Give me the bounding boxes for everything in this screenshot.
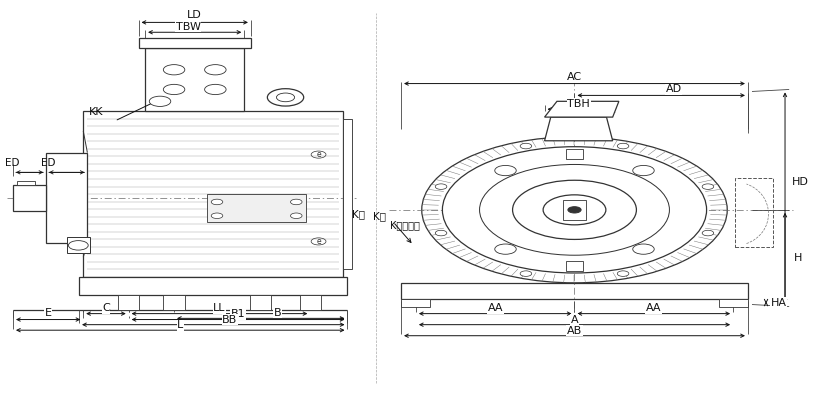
Bar bbox=[401, 299, 430, 307]
Bar bbox=[250, 295, 271, 310]
Bar bbox=[719, 299, 748, 307]
Text: K螺: K螺 bbox=[373, 211, 386, 221]
Circle shape bbox=[568, 207, 581, 213]
Text: K螺: K螺 bbox=[351, 209, 365, 219]
Circle shape bbox=[204, 84, 226, 95]
Circle shape bbox=[480, 164, 669, 255]
Bar bbox=[118, 295, 140, 310]
Text: e: e bbox=[316, 150, 321, 159]
Circle shape bbox=[164, 65, 184, 75]
Circle shape bbox=[442, 147, 706, 273]
Text: B: B bbox=[274, 308, 281, 318]
Circle shape bbox=[435, 230, 447, 236]
Text: e: e bbox=[316, 237, 321, 246]
Circle shape bbox=[702, 230, 714, 236]
Circle shape bbox=[513, 180, 637, 240]
Text: TBH: TBH bbox=[567, 99, 590, 109]
Circle shape bbox=[520, 271, 532, 276]
Circle shape bbox=[290, 199, 302, 205]
Circle shape bbox=[164, 84, 184, 95]
Bar bbox=[566, 261, 583, 270]
Bar bbox=[343, 119, 351, 269]
Text: AC: AC bbox=[567, 72, 582, 82]
Bar bbox=[84, 111, 343, 277]
Bar bbox=[17, 181, 36, 185]
Circle shape bbox=[150, 96, 170, 107]
Text: HA: HA bbox=[771, 297, 786, 308]
Circle shape bbox=[211, 213, 222, 219]
Circle shape bbox=[204, 65, 226, 75]
Bar bbox=[67, 238, 90, 253]
Circle shape bbox=[69, 241, 88, 250]
Circle shape bbox=[520, 143, 532, 149]
Circle shape bbox=[702, 184, 714, 189]
Bar bbox=[139, 38, 251, 48]
Text: LL: LL bbox=[213, 303, 226, 314]
Circle shape bbox=[617, 271, 629, 276]
Circle shape bbox=[290, 213, 302, 219]
Bar bbox=[164, 295, 184, 310]
Circle shape bbox=[495, 166, 516, 176]
Text: ED: ED bbox=[41, 158, 56, 168]
Text: AA: AA bbox=[487, 303, 503, 314]
Text: H: H bbox=[794, 253, 802, 263]
Polygon shape bbox=[544, 101, 619, 117]
Bar bbox=[79, 277, 347, 295]
Circle shape bbox=[633, 166, 654, 176]
Bar bbox=[401, 283, 748, 299]
Circle shape bbox=[495, 244, 516, 254]
Circle shape bbox=[267, 89, 304, 106]
Bar bbox=[207, 194, 306, 222]
Text: E: E bbox=[45, 308, 51, 318]
Circle shape bbox=[543, 195, 606, 225]
Circle shape bbox=[617, 143, 629, 149]
Text: KK: KK bbox=[88, 107, 103, 117]
Text: ED: ED bbox=[5, 158, 20, 168]
Circle shape bbox=[435, 184, 447, 189]
Circle shape bbox=[633, 244, 654, 254]
Bar bbox=[46, 152, 88, 244]
Circle shape bbox=[422, 137, 727, 283]
Bar bbox=[735, 178, 772, 248]
Text: HD: HD bbox=[791, 177, 808, 187]
Text: LD: LD bbox=[188, 10, 202, 20]
Text: AD: AD bbox=[666, 84, 681, 94]
Bar bbox=[146, 48, 244, 111]
Bar bbox=[299, 295, 321, 310]
Text: A: A bbox=[571, 314, 578, 325]
Circle shape bbox=[211, 199, 222, 205]
Text: TBW: TBW bbox=[175, 22, 201, 32]
Text: L: L bbox=[177, 320, 184, 330]
Circle shape bbox=[276, 93, 294, 102]
Text: B1: B1 bbox=[231, 309, 246, 320]
Text: AB: AB bbox=[566, 326, 582, 335]
Polygon shape bbox=[544, 117, 613, 141]
Text: K螺栓尺寸: K螺栓尺寸 bbox=[390, 221, 420, 230]
Bar bbox=[563, 200, 586, 220]
Text: BB: BB bbox=[222, 314, 237, 325]
Bar bbox=[566, 149, 583, 158]
Bar bbox=[13, 185, 46, 211]
Text: C: C bbox=[102, 303, 110, 314]
Text: AA: AA bbox=[646, 303, 662, 314]
